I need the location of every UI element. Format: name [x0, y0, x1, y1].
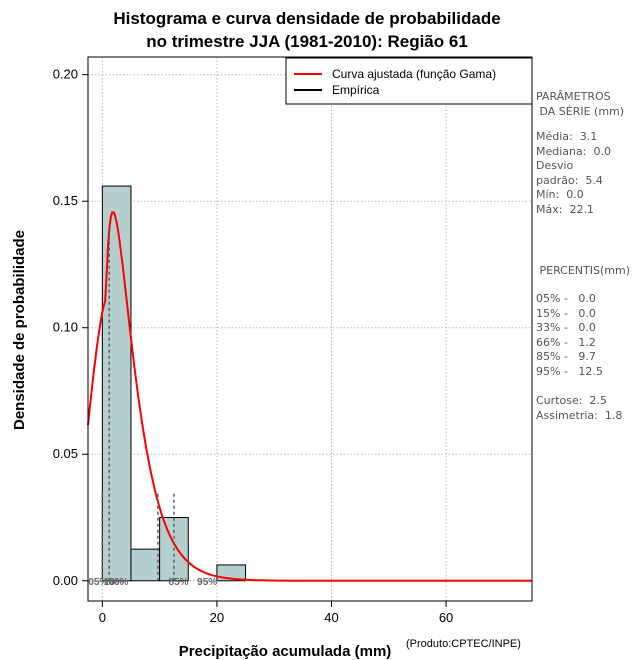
percentile-label: 95% — [197, 577, 217, 588]
gamma-curve-layer — [87, 211, 532, 582]
chart-title-line2: no trimestre JJA (1981-2010): Região 61 — [146, 32, 468, 51]
x-tick-label: 60 — [439, 610, 453, 625]
y-tick-label: 0.15 — [53, 193, 78, 208]
plot-frame — [87, 56, 533, 602]
series-parameters-title: PARÂMETROS DA SÉRIE (mm) — [536, 90, 625, 118]
legend: Curva ajustada (função Gama) Empírica — [285, 57, 533, 105]
histogram-bar — [101, 185, 132, 582]
axis-ticks: 0 20 40 60 0.00 0.05 0.10 0.15 0.20 — [53, 67, 454, 625]
percentile-label: 16% — [104, 577, 124, 588]
percentiles-values: 05% - 0.0 15% - 0.0 33% - 0.0 66% - 1.2 … — [536, 292, 623, 422]
percentile-label: 85% — [169, 577, 189, 588]
legend-box — [285, 57, 533, 105]
y-axis-label: Densidade de probabilidade — [11, 230, 28, 430]
y-tick-label: 0.10 — [53, 320, 78, 335]
y-tick-label: 0.05 — [53, 446, 78, 461]
legend-label-empirical: Empírica — [332, 83, 380, 97]
series-parameters: Média: 3.1 Mediana: 0.0 Desvio padrão: 5… — [536, 130, 611, 216]
histogram-bar — [130, 548, 161, 582]
percentile-lines: 05%16%66% 85% 95% — [88, 229, 217, 588]
histogram-bars — [101, 185, 247, 582]
x-tick-label: 0 — [99, 610, 106, 625]
x-tick-label: 40 — [324, 610, 338, 625]
product-credit: (Produto:CPTEC/INPE) — [406, 638, 521, 650]
x-axis-label: Precipitação acumulada (mm) — [179, 643, 392, 660]
gamma-curve — [87, 211, 532, 582]
percentile-label: 05% — [88, 577, 108, 588]
chart-title-line1: Histograma e curva densidade de probabil… — [113, 9, 500, 28]
y-tick-label: 0.00 — [53, 573, 78, 588]
grid — [88, 57, 532, 601]
x-tick-label: 20 — [210, 610, 224, 625]
percentile-label: 66% — [108, 577, 128, 588]
y-tick-label: 0.20 — [53, 67, 78, 82]
legend-label-curve: Curva ajustada (função Gama) — [332, 67, 496, 81]
percentiles-title: PERCENTIS(mm) — [536, 264, 630, 277]
